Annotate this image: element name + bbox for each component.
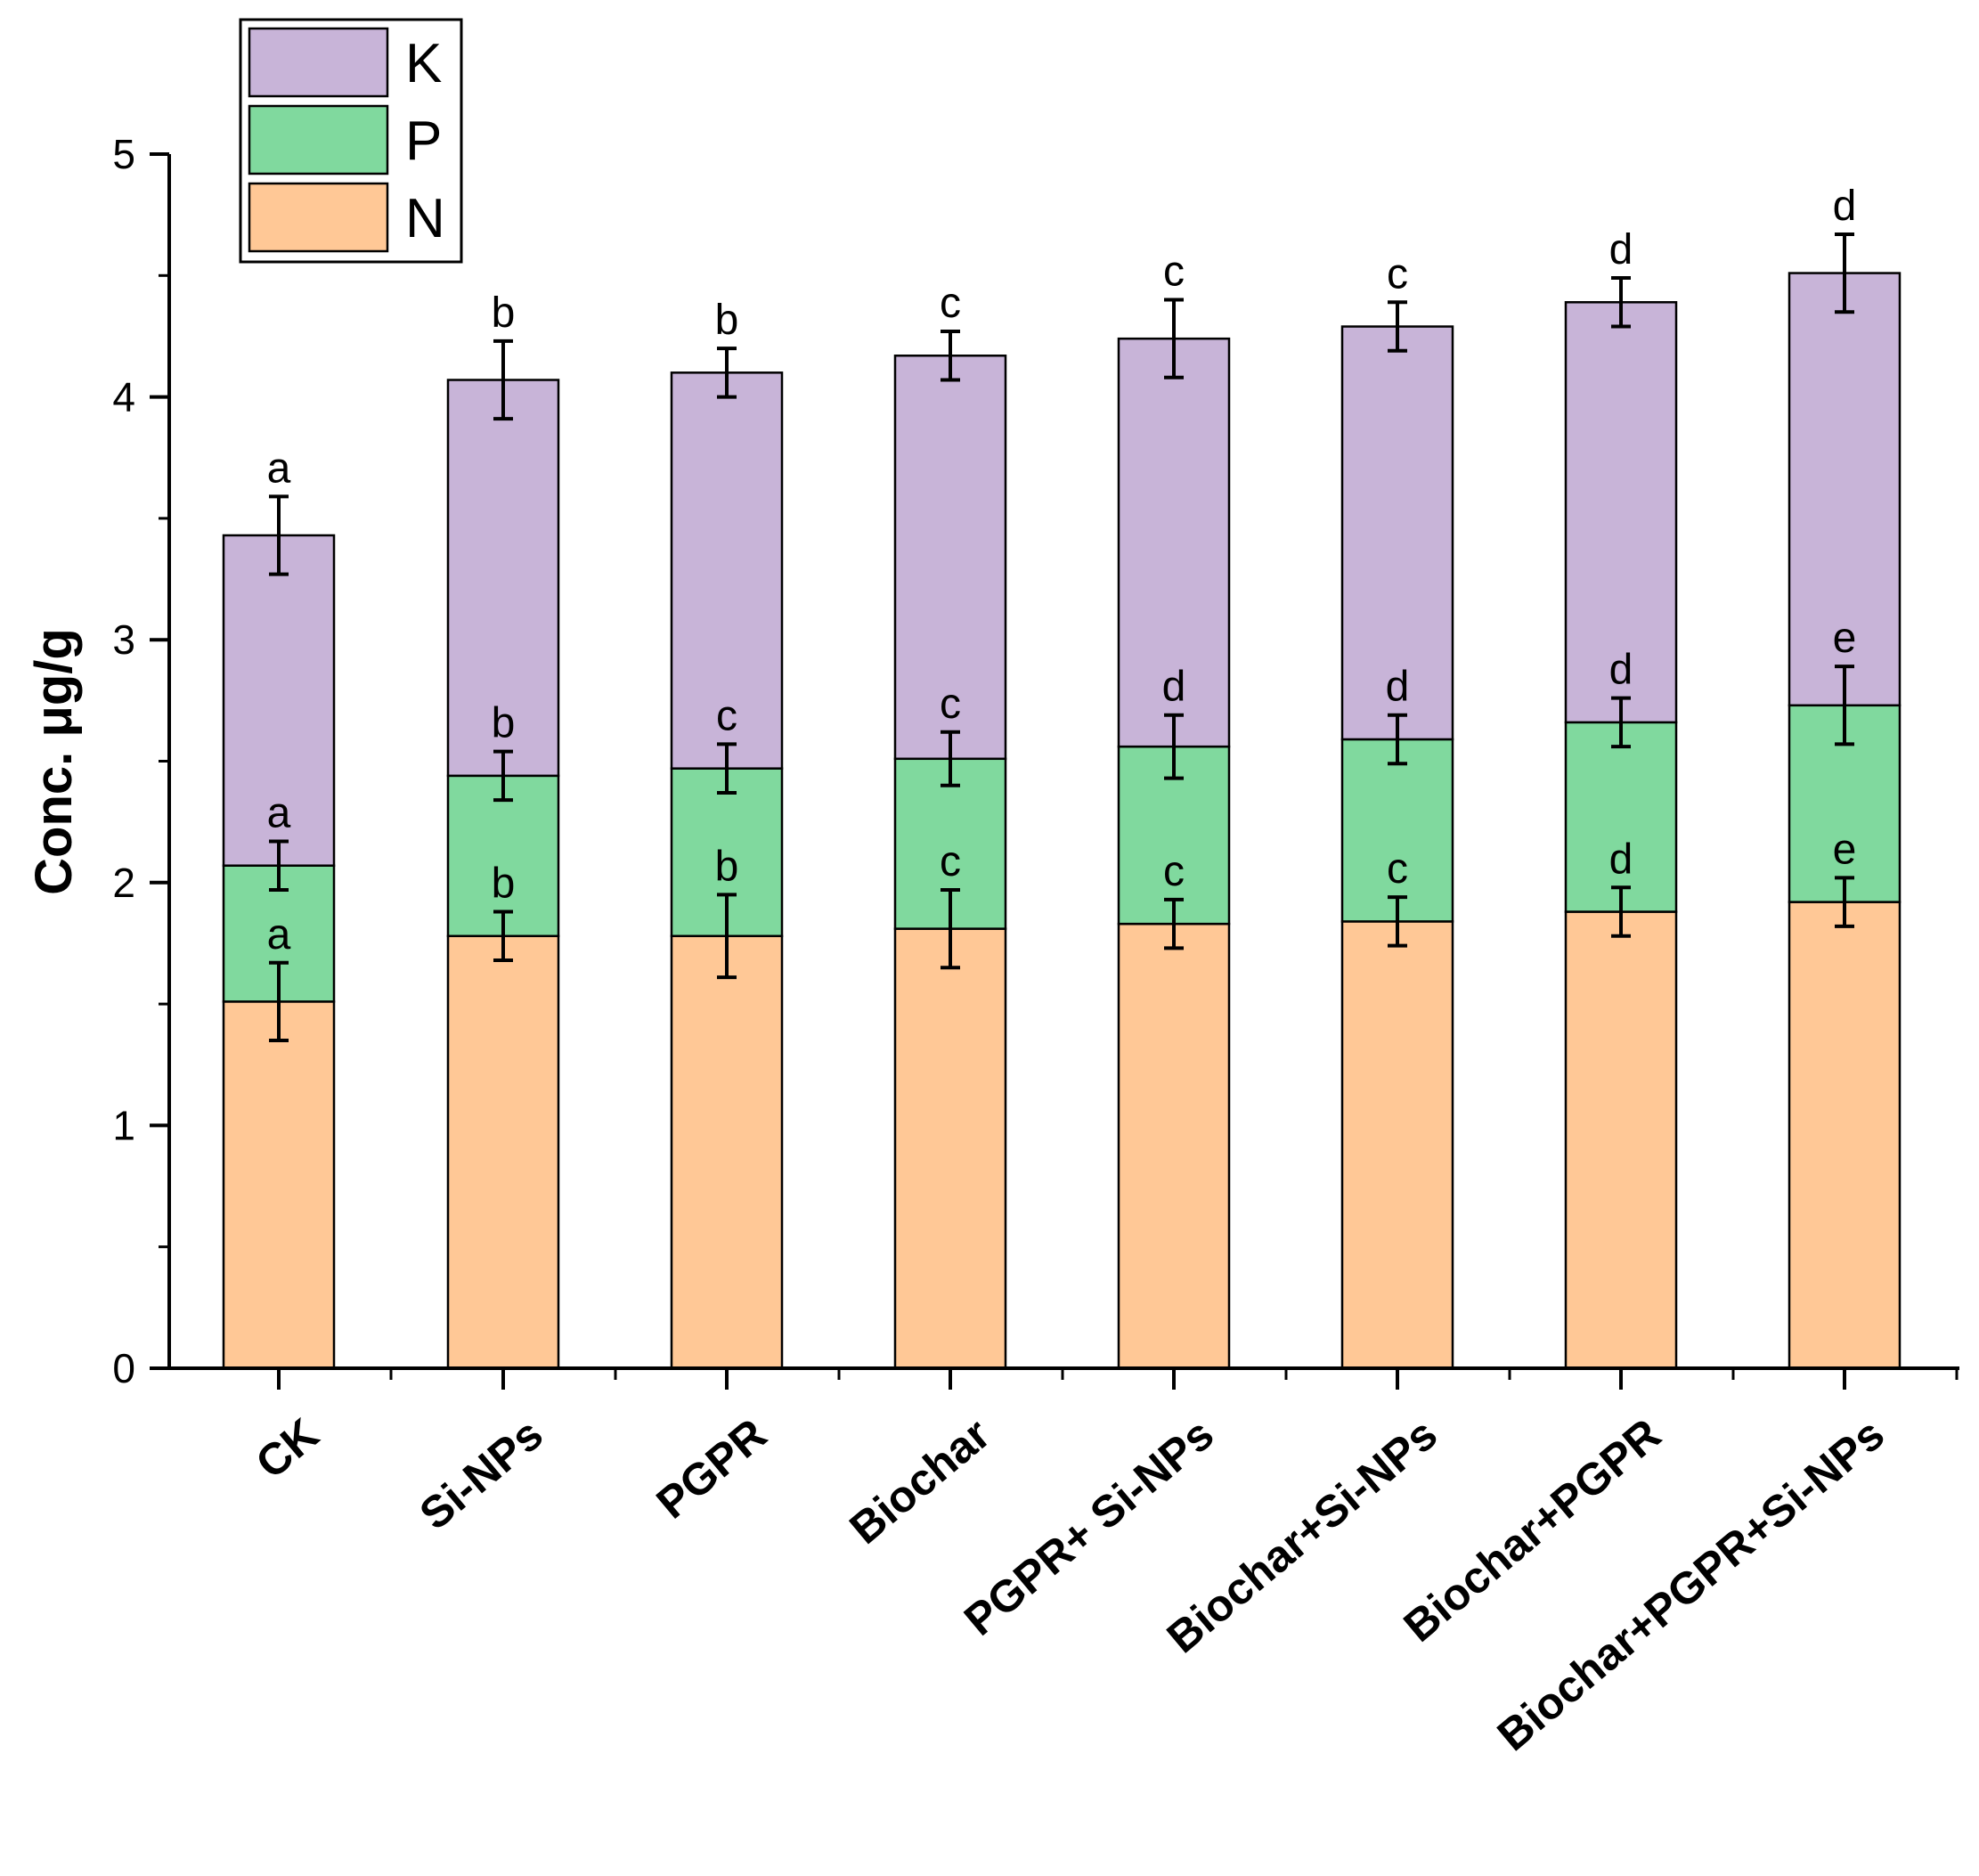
bar-k-6 (1564, 301, 1678, 724)
error-bar-k-2 (717, 347, 737, 399)
sig-letter-k-1: b (492, 290, 516, 337)
bar-n-1 (446, 934, 560, 1370)
error-bar-n-3 (941, 887, 960, 970)
legend-label-k: K (405, 33, 442, 94)
bars-layer (222, 272, 1902, 1370)
sig-letter-n-5: c (1387, 845, 1408, 893)
legend-label-n: N (405, 188, 445, 249)
legend-swatch-p (248, 104, 389, 175)
error-bar-p-4 (1164, 713, 1184, 780)
error-bar-p-0 (269, 839, 289, 892)
sig-letter-n-3: c (940, 838, 961, 885)
sig-letter-p-4: d (1162, 664, 1186, 711)
sig-letter-p-6: d (1609, 647, 1633, 694)
x-category-label-7: Biochar+PGPR+Si-NPs (1488, 1409, 1893, 1761)
bar-k-0 (222, 534, 336, 867)
sig-letter-p-0: a (267, 789, 291, 836)
sig-letter-p-3: c (940, 681, 961, 728)
sig-letter-k-3: c (940, 280, 961, 327)
legend-item-n: N (248, 182, 445, 253)
sig-letter-n-6: d (1609, 836, 1633, 883)
error-bar-p-7 (1835, 665, 1854, 746)
x-category-label-3: Biochar (840, 1409, 999, 1554)
y-tick-label: 2 (112, 860, 135, 906)
error-bar-k-6 (1611, 276, 1631, 329)
error-bar-k-3 (941, 329, 960, 382)
error-bar-k-1 (493, 338, 513, 421)
bar-n-2 (670, 934, 784, 1370)
bar-p-6 (1564, 721, 1678, 913)
sig-letter-p-2: c (716, 692, 737, 739)
error-bar-p-1 (493, 749, 513, 803)
x-category-label-0: CK (247, 1409, 328, 1489)
error-bar-n-4 (1164, 897, 1184, 950)
legend-swatch-n (248, 182, 389, 253)
error-bar-k-0 (269, 494, 289, 576)
legend-item-p: P (248, 104, 442, 175)
x-category-label-2: PGPR (647, 1409, 777, 1529)
legend-label-p: P (405, 110, 442, 172)
legend: KPN (239, 18, 463, 264)
significance-letters-layer: a a a b b b b c b c c c c d c c d c d d d e e d (267, 183, 1857, 958)
sig-letter-n-7: e (1833, 826, 1857, 873)
error-bar-n-5 (1388, 895, 1407, 948)
bar-n-6 (1564, 910, 1678, 1370)
sig-letter-k-4: c (1163, 249, 1185, 296)
y-axis-title: Conc. μg/g (25, 628, 83, 895)
bar-n-7 (1788, 901, 1902, 1370)
error-bar-p-6 (1611, 696, 1631, 749)
y-tick-label: 4 (112, 374, 135, 420)
y-tick-label: 1 (112, 1102, 135, 1148)
x-category-label-1: Si-NPs (411, 1409, 552, 1539)
legend-item-k: K (248, 27, 442, 98)
sig-letter-k-6: d (1609, 226, 1633, 273)
error-bar-n-1 (493, 909, 513, 963)
bar-k-4 (1117, 337, 1231, 748)
bar-p-5 (1340, 738, 1454, 923)
error-bars-layer (269, 232, 1854, 1042)
sig-letter-n-1: b (492, 861, 516, 908)
error-bar-n-6 (1611, 885, 1631, 938)
bar-n-3 (893, 927, 1007, 1370)
bar-k-3 (893, 355, 1007, 761)
error-bar-k-7 (1835, 232, 1854, 314)
sig-letter-p-5: d (1386, 664, 1410, 711)
sig-letter-n-2: b (715, 843, 739, 890)
error-bar-p-3 (941, 730, 960, 787)
sig-letter-p-1: b (492, 700, 516, 747)
y-tick-label: 0 (112, 1345, 135, 1391)
error-bar-k-4 (1164, 298, 1184, 379)
error-bar-n-2 (717, 893, 737, 980)
error-bar-n-7 (1835, 876, 1854, 928)
error-bar-k-5 (1388, 300, 1407, 353)
sig-letter-n-0: a (267, 911, 291, 958)
sig-letter-k-5: c (1387, 250, 1408, 298)
bar-k-2 (670, 371, 784, 770)
error-bar-n-0 (269, 960, 289, 1042)
bar-n-5 (1340, 920, 1454, 1370)
sig-letter-p-7: e (1833, 615, 1857, 662)
error-bar-p-2 (717, 742, 737, 795)
y-tick-label: 5 (112, 131, 135, 177)
bar-n-4 (1117, 922, 1231, 1370)
bar-k-5 (1340, 325, 1454, 741)
sig-letter-n-4: c (1163, 848, 1185, 895)
legend-swatch-k (248, 27, 389, 98)
sig-letter-k-0: a (267, 445, 291, 492)
y-tick-label: 3 (112, 616, 135, 663)
error-bar-p-5 (1388, 713, 1407, 766)
sig-letter-k-7: d (1833, 183, 1857, 230)
bar-n-0 (222, 1000, 336, 1370)
bar-k-1 (446, 379, 560, 778)
sig-letter-k-2: b (715, 297, 739, 344)
